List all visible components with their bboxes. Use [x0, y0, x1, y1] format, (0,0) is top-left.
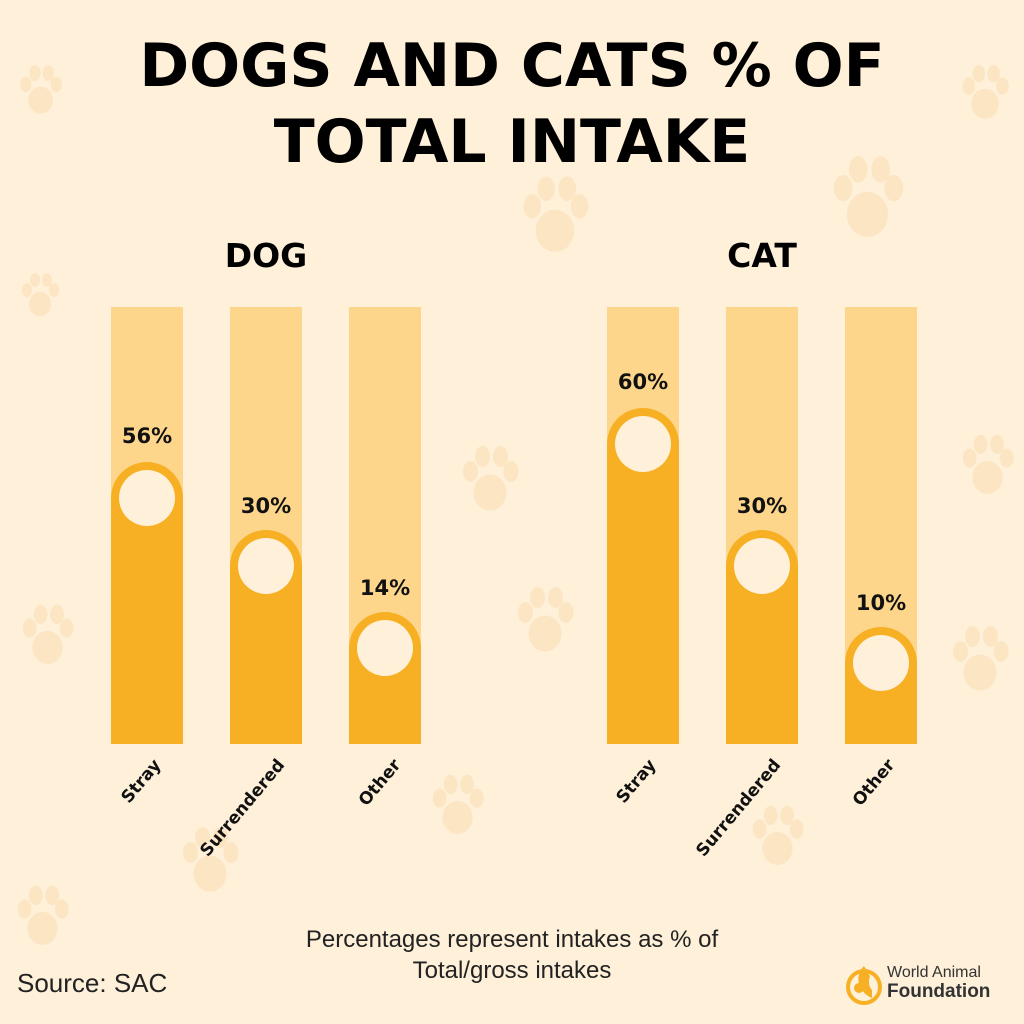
paw-print-icon	[17, 885, 69, 945]
dog-surrendered-label: Surrendered	[196, 755, 290, 861]
footnote-line-1: Percentages represent intakes as % of	[305, 926, 719, 953]
dog-group-title: DOG	[224, 236, 308, 275]
bar-fill	[845, 627, 917, 744]
bar-cap-circle	[734, 538, 790, 594]
cat-bar-stray	[607, 307, 679, 744]
paw-print-icon	[22, 273, 59, 316]
cat-stray-label: Stray	[612, 755, 661, 808]
bar-fill	[111, 462, 183, 744]
bar-fill	[607, 408, 679, 744]
bar-fill	[726, 530, 798, 744]
cat-group-title: CAT	[727, 236, 797, 275]
paw-print-icon	[183, 827, 239, 892]
paw-print-icon	[833, 156, 904, 237]
cat-bar-other	[845, 307, 917, 744]
paw-print-icon	[463, 446, 519, 511]
dog-stray-label: Stray	[117, 755, 166, 808]
paw-print-icon	[432, 774, 484, 834]
foundation-logo-icon	[846, 966, 882, 1005]
paw-print-icon	[523, 176, 589, 252]
cat-stray-value: 60%	[617, 370, 669, 394]
logo-text-line-2: Foundation	[887, 981, 991, 1002]
paw-print-icon	[962, 434, 1014, 494]
dog-other-label: Other	[355, 755, 406, 811]
source-text: Source: SAC	[17, 968, 168, 998]
paw-print-icon	[518, 587, 574, 652]
paw-print-icon	[22, 604, 74, 664]
dog-bar-surrendered	[230, 307, 302, 744]
dog-other-value: 14%	[359, 576, 411, 600]
paw-print-icon	[962, 65, 1009, 119]
paw-print-icon	[953, 626, 1009, 691]
bar-cap-circle	[357, 620, 413, 676]
bar-cap-circle	[853, 635, 909, 691]
bar-cap-circle	[238, 538, 294, 594]
dog-bar-stray	[111, 307, 183, 744]
paw-print-icon	[752, 805, 804, 865]
bar-cap-circle	[615, 416, 671, 472]
dog-bar-other	[349, 307, 421, 744]
cat-other-value: 10%	[855, 591, 907, 615]
logo-text-line-1: World Animal	[887, 964, 981, 981]
footnote-line-2: Total/gross intakes	[412, 957, 612, 984]
world-animal-foundation-logo: World Animal Foundation	[845, 962, 1015, 1006]
cat-surrendered-value: 30%	[736, 494, 788, 518]
footnote: Percentages represent intakes as % of To…	[200, 924, 824, 986]
bar-fill	[349, 612, 421, 744]
paw-print-icon	[20, 65, 62, 114]
title-line-1: DOGS AND CATS % OF	[139, 31, 885, 101]
bar-fill	[230, 530, 302, 744]
title-line-2: TOTAL INTAKE	[273, 107, 751, 177]
dog-stray-value: 56%	[121, 424, 173, 448]
chart-title: DOGS AND CATS % OF TOTAL INTAKE	[0, 28, 1024, 180]
cat-other-label: Other	[849, 755, 900, 811]
bar-cap-circle	[119, 470, 175, 526]
dog-surrendered-value: 30%	[240, 494, 292, 518]
cat-bar-surrendered	[726, 307, 798, 744]
